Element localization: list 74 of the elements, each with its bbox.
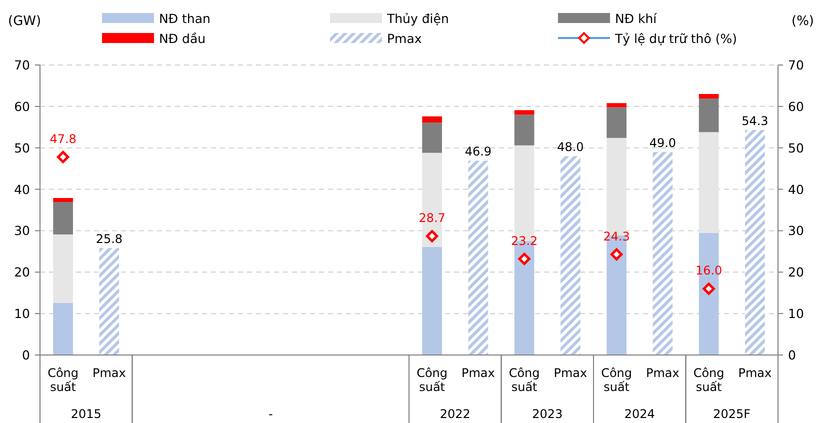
bar bbox=[53, 302, 73, 355]
legend-label: Tỷ lệ dự trữ thô (%) bbox=[614, 31, 737, 46]
y-tick-label: 40 bbox=[14, 182, 30, 197]
bar bbox=[606, 103, 626, 108]
bar bbox=[468, 160, 488, 355]
bar bbox=[422, 122, 442, 153]
y2-tick-label: 0 bbox=[788, 348, 796, 362]
y2-tick-label: 30 bbox=[788, 223, 804, 238]
x-tick-label: Pmax bbox=[92, 366, 126, 380]
bar bbox=[99, 248, 120, 355]
x-tick-label: Công suất bbox=[48, 366, 79, 394]
bar bbox=[53, 234, 73, 303]
y2-axis-title: (%) bbox=[792, 14, 814, 29]
y-tick-label: 30 bbox=[14, 223, 30, 238]
point bbox=[702, 282, 715, 295]
bar bbox=[698, 94, 719, 99]
point bbox=[56, 150, 70, 164]
x-tick-label: Công suất bbox=[693, 366, 724, 394]
text: 2025F bbox=[713, 407, 751, 421]
x-tick-label: Công suất bbox=[508, 366, 540, 394]
text: 2022 bbox=[440, 407, 470, 421]
legend-label: NĐ khí bbox=[615, 11, 658, 26]
x-tick-label: Pmax bbox=[738, 366, 772, 380]
x-tick-label: Pmax bbox=[554, 366, 588, 380]
y2-tick-label: 70 bbox=[788, 58, 804, 72]
y2-tick-label: 50 bbox=[788, 140, 804, 156]
data-label: 54.3 bbox=[742, 114, 768, 128]
y-tick-label: 0 bbox=[22, 348, 30, 362]
bar bbox=[652, 152, 673, 355]
bar bbox=[422, 246, 442, 355]
legend-label: NĐ than bbox=[159, 11, 210, 26]
y-tick-label: 20 bbox=[14, 264, 30, 280]
x-tick-label: Pmax bbox=[646, 366, 680, 380]
y-tick-label: 10 bbox=[14, 306, 30, 322]
point bbox=[426, 230, 438, 242]
y2-tick-label: 20 bbox=[788, 264, 804, 280]
y-tick-label: 60 bbox=[14, 98, 30, 114]
bar bbox=[560, 156, 580, 355]
bar bbox=[53, 198, 73, 202]
data-label: 48.0 bbox=[557, 140, 584, 154]
legend-label: NĐ dầu bbox=[159, 31, 206, 46]
y-axis-title: (GW) bbox=[8, 14, 42, 29]
bar bbox=[514, 110, 534, 115]
data-label: 28.7 bbox=[418, 211, 446, 226]
bar bbox=[606, 107, 626, 138]
text: 2015 bbox=[70, 407, 102, 421]
y-tick-label: 50 bbox=[14, 140, 30, 156]
text: - bbox=[268, 407, 273, 421]
legend-label: Pmax bbox=[387, 31, 422, 46]
bar bbox=[745, 130, 765, 355]
x-tick-label: Pmax bbox=[461, 366, 495, 380]
data-label: 49.0 bbox=[649, 136, 676, 150]
y2-tick-label: 40 bbox=[788, 182, 804, 197]
data-label: 25.8 bbox=[96, 232, 123, 246]
bar bbox=[698, 98, 719, 132]
data-label: 23.2 bbox=[510, 234, 538, 248]
text: 2024 bbox=[624, 407, 655, 421]
bar bbox=[514, 114, 534, 146]
x-tick-label: Công suất bbox=[601, 366, 632, 394]
point bbox=[610, 248, 623, 260]
bar bbox=[422, 116, 442, 123]
point bbox=[518, 252, 530, 265]
y-tick-label: 70 bbox=[14, 58, 30, 72]
bar bbox=[698, 132, 719, 233]
x-tick-label: Công suất bbox=[416, 366, 448, 394]
data-label: 46.9 bbox=[464, 144, 492, 159]
y2-tick-label: 60 bbox=[788, 98, 804, 114]
data-label: 47.8 bbox=[50, 132, 76, 146]
data-label: 24.3 bbox=[603, 229, 630, 244]
bar bbox=[53, 202, 73, 234]
legend-label: Thủy điện bbox=[386, 11, 449, 26]
text: 2023 bbox=[532, 407, 563, 421]
data-label: 16.0 bbox=[695, 264, 722, 278]
y2-tick-label: 10 bbox=[788, 306, 804, 322]
